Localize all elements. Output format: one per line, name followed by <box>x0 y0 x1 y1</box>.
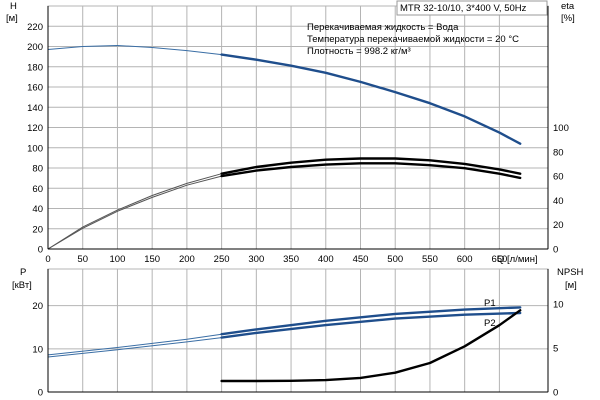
x-tick-label: 650 <box>491 254 507 265</box>
left-tick-label: 0 <box>38 388 43 399</box>
right-tick-label: 0 <box>553 388 558 399</box>
head-axis-label: H <box>10 1 17 12</box>
series-lines <box>47 306 522 383</box>
left-tick-label: 0 <box>38 245 43 256</box>
x-tick-label: 500 <box>387 254 403 265</box>
top-series-2-operating-range <box>220 162 522 180</box>
x-tick-label: 0 <box>45 254 50 265</box>
right-tick-label: 10 <box>553 300 564 311</box>
power-axis-unit: [кВт] <box>12 280 32 291</box>
left-tick-label: 140 <box>27 103 43 114</box>
tick-labels: 0 10 20 0 5 10 <box>32 300 563 399</box>
left-tick-label: 120 <box>27 123 43 134</box>
x-tick-label: 350 <box>283 254 299 265</box>
right-tick-label: 40 <box>553 196 564 207</box>
chart-title: MTR 32-10/10, 3*400 V, 50Hz <box>400 3 527 14</box>
title-box <box>396 0 548 16</box>
npsh-axis-label: NPSH <box>557 267 584 278</box>
series-lines <box>47 44 522 250</box>
right-tick-label: 100 <box>553 123 569 134</box>
left-tick-label: 10 <box>32 344 43 355</box>
left-tick-label: 20 <box>32 301 43 312</box>
series-p1-operating-range <box>220 306 522 336</box>
x-tick-label: 300 <box>248 254 264 265</box>
annotation-density: Плотность = 998.2 кг/м³ <box>307 46 411 57</box>
left-tick-label: 40 <box>32 204 43 215</box>
right-tick-label: 80 <box>553 147 564 158</box>
left-tick-label: 200 <box>27 42 43 53</box>
head-efficiency-panel: 0 50 100 150 200 250 300 350 400 450 500 550 600 6500… <box>6 0 575 265</box>
left-tick-label: 160 <box>27 83 43 94</box>
right-tick-label: 5 <box>553 344 558 355</box>
power-axis-label: P <box>20 267 26 278</box>
x-tick-label: 400 <box>318 254 334 265</box>
tick-labels: 0 50 100 150 200 250 300 350 400 450 500 550 600 6500… <box>27 22 569 265</box>
x-tick-label: 200 <box>179 254 195 265</box>
npsh-axis-unit: [м] <box>565 280 577 291</box>
series-label-p1: P1 <box>484 298 496 309</box>
bottom-series-2-operating-range <box>220 309 522 383</box>
x-tick-label: 450 <box>353 254 369 265</box>
eta-axis-unit: [%] <box>561 13 575 24</box>
left-tick-label: 180 <box>27 62 43 73</box>
right-tick-label: 0 <box>553 245 558 256</box>
x-tick-label: 250 <box>214 254 230 265</box>
annotation-temperature: Температура перекачиваемой жидкости = 20… <box>307 34 519 45</box>
left-tick-label: 80 <box>32 164 43 175</box>
eta-axis-label: eta <box>561 1 575 12</box>
left-tick-label: 20 <box>32 224 43 235</box>
top-series-0-operating-range <box>220 53 522 145</box>
right-tick-label: 60 <box>553 172 564 183</box>
plot-frame <box>47 268 549 393</box>
power-npsh-panel: 0 10 20 0 5 10 P [кВт] NPSH [м] P1 P2 <box>12 267 584 399</box>
x-tick-label: 150 <box>144 254 160 265</box>
flow-axis-label: Q [л/мин] <box>497 254 538 265</box>
x-tick-label: 100 <box>110 254 126 265</box>
x-tick-label: 550 <box>422 254 438 265</box>
right-tick-label: 20 <box>553 220 564 231</box>
head-axis-unit: [м] <box>6 13 18 24</box>
series-label-p2: P2 <box>484 318 496 329</box>
left-tick-label: 100 <box>27 143 43 154</box>
x-tick-label: 600 <box>457 254 473 265</box>
top-series-1-operating-range <box>220 157 522 175</box>
series-p2-operating-range <box>220 311 522 339</box>
left-tick-label: 220 <box>27 22 43 33</box>
grid-lines <box>48 269 548 392</box>
left-tick-label: 60 <box>32 184 43 195</box>
x-tick-label: 50 <box>77 254 88 265</box>
annotation-liquid: Перекачиваемая жидкость = Вода <box>307 22 459 33</box>
